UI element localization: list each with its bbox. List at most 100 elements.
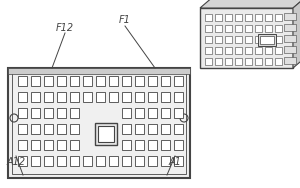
Bar [245, 14, 252, 21]
Bar [31, 124, 40, 134]
Bar [148, 92, 157, 102]
Text: A1: A1 [169, 157, 182, 167]
Text: F12: F12 [56, 23, 74, 33]
Bar [265, 14, 272, 21]
Bar [255, 14, 262, 21]
Bar [245, 47, 252, 54]
Bar [260, 36, 274, 44]
Bar [225, 25, 232, 32]
Bar [245, 58, 252, 65]
Polygon shape [200, 0, 300, 8]
Bar [8, 68, 190, 178]
Bar [174, 92, 183, 102]
Bar [275, 36, 282, 43]
Bar [161, 92, 170, 102]
Bar [148, 108, 157, 118]
Bar [44, 92, 53, 102]
Bar [18, 92, 27, 102]
Bar [161, 76, 170, 86]
Bar [255, 58, 262, 65]
Bar [96, 92, 105, 102]
Bar [161, 156, 170, 166]
Bar [44, 108, 53, 118]
Bar [174, 76, 183, 86]
Bar [135, 108, 144, 118]
Bar [57, 92, 66, 102]
Bar [148, 124, 157, 134]
Bar [161, 124, 170, 134]
Bar [18, 108, 27, 118]
Bar [70, 140, 79, 150]
Bar [275, 14, 282, 21]
Bar [235, 14, 242, 21]
Bar [122, 140, 131, 150]
Bar [122, 76, 131, 86]
Polygon shape [284, 24, 296, 31]
Bar [83, 156, 92, 166]
Text: F1: F1 [119, 15, 131, 25]
Bar [215, 36, 222, 43]
Bar [174, 108, 183, 118]
Bar [70, 108, 79, 118]
Bar [57, 124, 66, 134]
Bar [95, 123, 117, 145]
Bar [205, 25, 212, 32]
Bar [44, 124, 53, 134]
Bar [215, 14, 222, 21]
Bar [205, 47, 212, 54]
Polygon shape [284, 46, 296, 53]
Bar [205, 58, 212, 65]
Bar [235, 25, 242, 32]
Bar [98, 126, 114, 142]
Bar [122, 108, 131, 118]
Bar [135, 140, 144, 150]
Bar [255, 25, 262, 32]
Bar [18, 124, 27, 134]
Bar [109, 92, 118, 102]
Bar [235, 58, 242, 65]
Bar [161, 140, 170, 150]
Bar [265, 25, 272, 32]
Bar [70, 124, 79, 134]
Bar [148, 140, 157, 150]
Bar [70, 156, 79, 166]
Bar [70, 76, 79, 86]
Bar [205, 36, 212, 43]
Bar [122, 92, 131, 102]
Bar [161, 108, 170, 118]
Bar [44, 76, 53, 86]
Bar [57, 140, 66, 150]
Polygon shape [293, 0, 300, 68]
Bar [275, 25, 282, 32]
Bar [31, 140, 40, 150]
Polygon shape [284, 57, 296, 64]
Bar [215, 25, 222, 32]
Bar [109, 156, 118, 166]
Bar [275, 47, 282, 54]
Bar [96, 76, 105, 86]
Bar [135, 124, 144, 134]
Bar [8, 68, 190, 74]
Bar [215, 47, 222, 54]
Bar [215, 58, 222, 65]
Bar [18, 76, 27, 86]
Bar [18, 140, 27, 150]
Bar [109, 76, 118, 86]
Polygon shape [284, 13, 296, 20]
Bar [225, 14, 232, 21]
Bar [265, 47, 272, 54]
Bar [70, 92, 79, 102]
Bar [205, 14, 212, 21]
Bar [57, 108, 66, 118]
Bar [275, 58, 282, 65]
Bar [255, 47, 262, 54]
Bar [12, 72, 186, 174]
Polygon shape [284, 35, 296, 42]
Bar [135, 76, 144, 86]
Bar [245, 36, 252, 43]
Bar [148, 76, 157, 86]
Bar [225, 47, 232, 54]
Bar [265, 58, 272, 65]
Bar [83, 76, 92, 86]
Bar [235, 36, 242, 43]
